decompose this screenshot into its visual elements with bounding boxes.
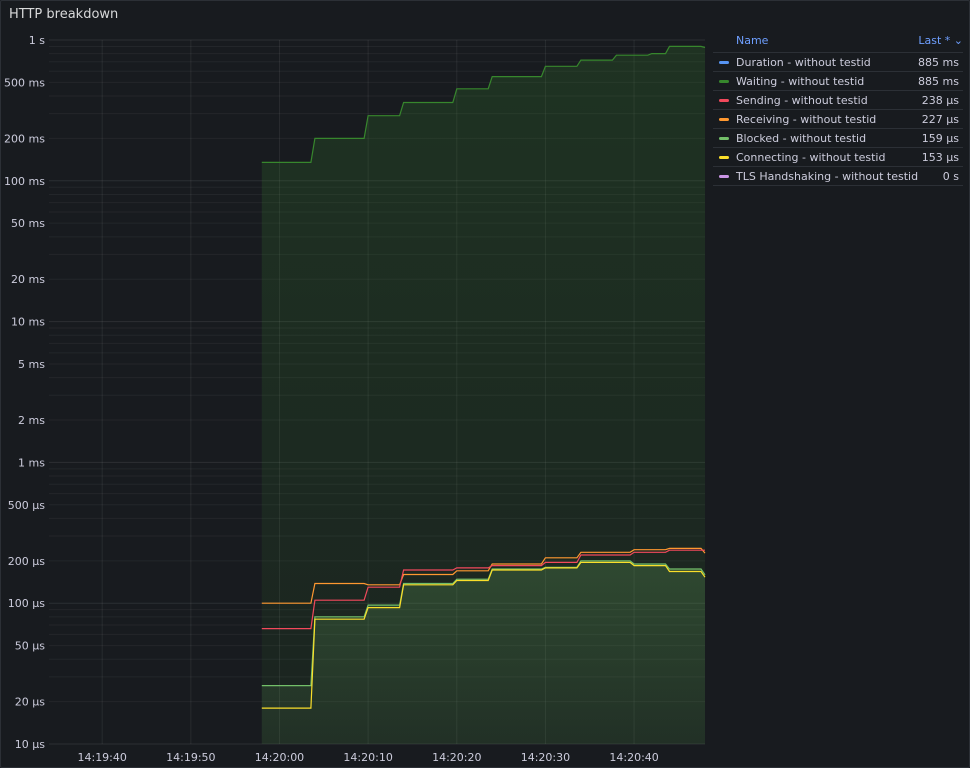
x-tick-label: 14:20:20: [432, 751, 481, 764]
y-tick-label: 2 ms: [18, 414, 45, 427]
x-tick-label: 14:19:50: [166, 751, 215, 764]
legend-last-header[interactable]: Last * ⌄: [918, 34, 963, 47]
x-tick-label: 14:20:10: [343, 751, 392, 764]
legend-item-receiving[interactable]: Receiving - without testid 227 µs: [713, 110, 963, 129]
y-tick-label: 100 ms: [4, 175, 45, 188]
legend-item-value: 885 ms: [918, 55, 959, 69]
series-area-blocked: [261, 560, 705, 744]
series-color-swatch: [719, 60, 729, 64]
legend-item-value: 0 s: [942, 169, 959, 183]
legend-item-name: Blocked - without testid: [736, 131, 867, 145]
x-tick-label: 14:19:40: [77, 751, 126, 764]
y-tick-label: 50 ms: [11, 217, 45, 230]
y-tick-label: 500 µs: [8, 499, 45, 512]
series-color-swatch: [719, 155, 729, 159]
legend-item-name: Duration - without testid: [736, 55, 871, 69]
legend-item-value: 885 ms: [918, 74, 959, 88]
legend-item-sending[interactable]: Sending - without testid 238 µs: [713, 91, 963, 110]
series-color-swatch: [719, 98, 729, 102]
y-tick-label: 20 ms: [11, 273, 45, 286]
series-line-connecting: [261, 561, 706, 709]
legend-item-value: 238 µs: [921, 93, 959, 107]
x-tick-label: 14:20:00: [255, 751, 304, 764]
series-line-waiting: [261, 45, 706, 163]
legend-header: Name Last * ⌄: [713, 34, 963, 53]
legend-item-connecting[interactable]: Connecting - without testid 153 µs: [713, 148, 963, 167]
x-tick-label: 14:20:40: [609, 751, 658, 764]
legend-item-name: Receiving - without testid: [736, 112, 877, 126]
legend-item-value: 153 µs: [921, 150, 959, 164]
y-tick-label: 500 ms: [4, 76, 45, 89]
series-line-sending: [261, 549, 705, 630]
legend-item-waiting[interactable]: Waiting - without testid 885 ms: [713, 72, 963, 91]
y-tick-label: 1 ms: [18, 456, 45, 469]
y-tick-label: 200 µs: [8, 555, 45, 568]
x-tick-label: 14:20:30: [521, 751, 570, 764]
y-tick-label: 100 µs: [8, 597, 45, 610]
legend-item-blocked[interactable]: Blocked - without testid 159 µs: [713, 129, 963, 148]
y-tick-label: 5 ms: [18, 358, 45, 371]
legend-item-name: TLS Handshaking - without testid: [736, 169, 919, 183]
legend-item-name: Connecting - without testid: [736, 150, 886, 164]
y-tick-label: 200 ms: [4, 132, 45, 145]
y-tick-label: 10 ms: [11, 316, 45, 329]
legend-item-name: Waiting - without testid: [736, 74, 865, 88]
series-color-swatch: [719, 117, 729, 121]
panel-title: HTTP breakdown: [9, 7, 119, 22]
legend-item-duration[interactable]: Duration - without testid 885 ms: [713, 53, 963, 72]
legend-item-tls-handshaking[interactable]: TLS Handshaking - without testid 0 s: [713, 167, 963, 186]
legend-table: Name Last * ⌄ Duration - without testid …: [713, 34, 963, 186]
series-color-swatch: [719, 136, 729, 140]
series-color-swatch: [719, 174, 729, 178]
legend-item-value: 159 µs: [921, 131, 959, 145]
y-tick-label: 20 µs: [15, 696, 45, 709]
y-tick-label: 10 µs: [15, 738, 45, 751]
legend-item-name: Sending - without testid: [736, 93, 868, 107]
series-color-swatch: [719, 79, 729, 83]
legend-item-value: 227 µs: [921, 112, 959, 126]
y-tick-label: 50 µs: [15, 640, 45, 653]
time-series-chart[interactable]: 14:19:40 14:19:50 14:20:00 14:20:10 14:20:20…: [1, 1, 711, 767]
legend-name-header[interactable]: Name: [736, 34, 769, 47]
y-tick-label: 1 s: [29, 34, 45, 47]
